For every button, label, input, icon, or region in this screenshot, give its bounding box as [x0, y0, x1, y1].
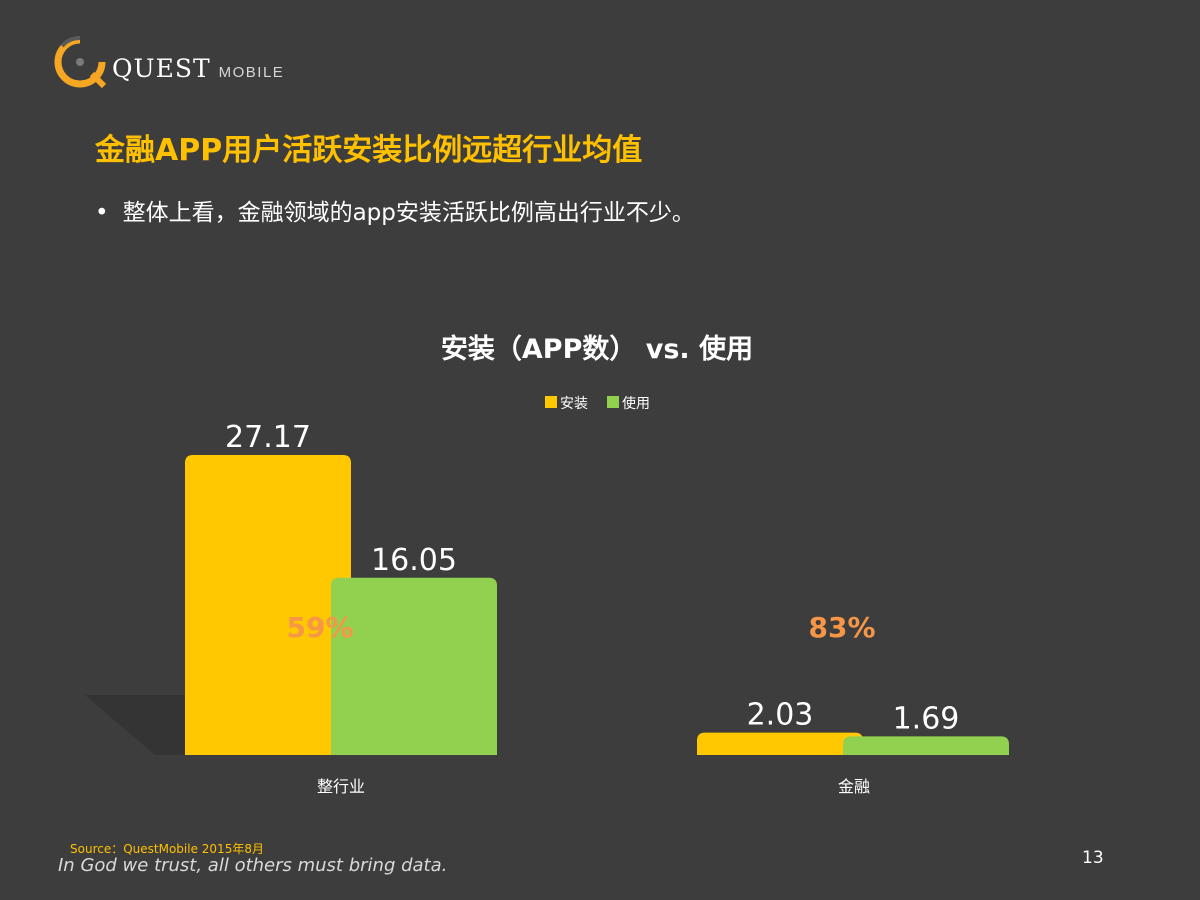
- slogan: In God we trust, all others must bring d…: [58, 855, 448, 876]
- bar-使用-整行业: [331, 577, 497, 755]
- chart-legend: 安装 使用: [545, 395, 650, 412]
- bar-shadow: [85, 695, 185, 755]
- source-note: Source：QuestMobile 2015年8月: [70, 842, 264, 856]
- data-label-安装-金融: 2.03: [747, 698, 814, 733]
- bar-安装-整行业: [185, 455, 351, 755]
- bar-安装-金融: [697, 732, 863, 755]
- bar-chart: 安装（APP数） vs. 使用 安装 使用 27.17 16.05 59% 整行业 2.0…: [85, 334, 1009, 796]
- ratio-label-金融: 83%: [808, 611, 875, 644]
- legend-label-使用: 使用: [622, 395, 650, 412]
- data-label-安装-整行业: 27.17: [225, 420, 311, 455]
- logo-wordmark: QUEST: [112, 54, 211, 83]
- category-label-整行业: 整行业: [317, 777, 365, 796]
- legend-swatch-使用: [607, 396, 619, 408]
- page-number: 13: [1082, 848, 1104, 868]
- page-title: 金融APP用户活跃安装比例远超行业均值: [95, 133, 643, 168]
- bullet-text: 整体上看，金融领域的app安装活跃比例高出行业不少。: [122, 200, 695, 226]
- logo-subtitle: MOBILE: [218, 64, 285, 81]
- questmobile-logo: QUEST MOBILE: [52, 34, 292, 90]
- legend-label-安装: 安装: [560, 396, 588, 412]
- data-label-使用-整行业: 16.05: [371, 543, 457, 578]
- bar-使用-金融: [843, 736, 1009, 755]
- category-label-金融: 金融: [838, 777, 870, 796]
- ratio-label-整行业: 59%: [286, 611, 353, 644]
- data-label-使用-金融: 1.69: [893, 701, 960, 736]
- logo-q-ring-icon: [54, 35, 107, 89]
- chart-title: 安装（APP数） vs. 使用: [441, 334, 753, 365]
- bullet-point: • 整体上看，金融领域的app安装活跃比例高出行业不少。: [95, 193, 695, 227]
- bullet-dot-icon: •: [95, 200, 109, 226]
- legend-swatch-安装: [545, 396, 557, 408]
